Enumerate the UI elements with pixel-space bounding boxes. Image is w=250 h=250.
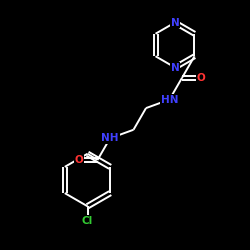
Text: NH: NH [101,133,119,143]
Text: O: O [74,155,83,165]
Text: O: O [196,73,205,83]
Text: HN: HN [161,94,178,104]
Text: N: N [170,18,179,28]
Text: N: N [170,62,179,72]
Text: Cl: Cl [82,216,93,226]
